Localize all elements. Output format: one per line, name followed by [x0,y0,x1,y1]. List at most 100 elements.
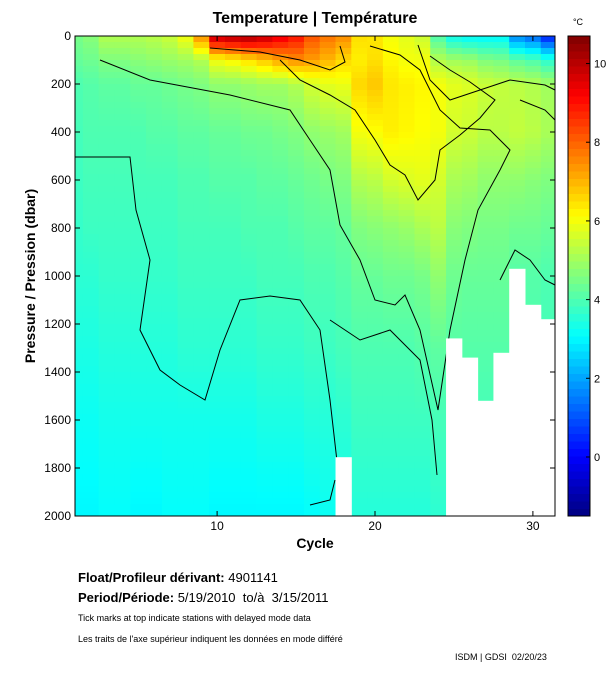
heatmap-cell [367,324,384,331]
heatmap-cell [414,504,431,511]
heatmap-cell [98,456,115,463]
heatmap-cell [335,168,352,175]
heatmap-cell [161,342,179,349]
heatmap-cell [82,462,100,469]
heatmap-cell [82,48,100,55]
heatmap-cell [98,42,115,49]
heatmap-cell [430,66,447,73]
heatmap-cell [240,468,258,475]
heatmap-cell [430,414,447,421]
heatmap-cell [256,108,273,115]
heatmap-cell [98,378,115,385]
heatmap-cell [303,174,321,181]
heatmap-cell [382,48,400,55]
heatmap-cell [209,462,226,469]
heatmap-cell [509,228,526,235]
heatmap-cell [288,324,305,331]
heatmap-cell [225,486,242,493]
heatmap-cell [82,246,100,253]
heatmap-cell [82,300,100,307]
heatmap-cell [493,252,510,259]
heatmap-cell [303,186,321,193]
heatmap-cell [161,378,179,385]
heatmap-cell [177,384,194,391]
heatmap-cell [525,42,542,49]
heatmap-cell [75,486,84,493]
colorbar-swatch [568,133,590,142]
heatmap-cell [225,204,242,211]
heatmap-cell [509,156,526,163]
heatmap-cell [272,108,289,115]
heatmap-cell [288,246,305,253]
heatmap-cell [225,60,242,67]
heatmap-cell [193,432,210,439]
heatmap-cell [303,54,321,61]
heatmap-cell [193,78,210,85]
heatmap-cell [177,210,194,217]
heatmap-cell [114,108,131,115]
heatmap-cell [240,180,258,187]
heatmap-cell [225,108,242,115]
heatmap-cell [272,114,289,121]
heatmap-cell [75,66,84,73]
heatmap-cell [161,300,179,307]
heatmap-cell [256,270,273,277]
heatmap-cell [430,84,447,91]
heatmap-cell [114,336,131,343]
heatmap-cell [98,84,115,91]
heatmap-cell [319,36,337,43]
heatmap-cell [493,348,510,354]
heatmap-cell [335,144,352,151]
heatmap-cell [335,204,352,211]
colorbar-tick-label: 4 [594,295,600,307]
heatmap-cell [177,294,194,301]
heatmap-cell [335,288,352,295]
heatmap-cell [225,330,242,337]
heatmap-cell [82,486,100,493]
heatmap-cell [240,294,258,301]
heatmap-cell [130,96,147,103]
heatmap-cell [256,72,273,79]
heatmap-cell [209,252,226,259]
heatmap-cell [398,468,415,475]
heatmap-cell [398,114,415,121]
heatmap-cell [303,108,321,115]
heatmap-cell [525,246,542,253]
heatmap-cell [367,204,384,211]
heatmap-cell [288,504,305,511]
heatmap-cell [225,246,242,253]
heatmap-cell [161,492,179,499]
heatmap-cell [240,54,258,61]
heatmap-cell [193,198,210,205]
heatmap-cell [193,240,210,247]
heatmap-cell [288,60,305,67]
heatmap-cell [177,336,194,343]
heatmap-cell [256,438,273,445]
heatmap-cell [193,150,210,157]
heatmap-cell [240,276,258,283]
heatmap-cell [319,462,337,469]
heatmap-cell [82,348,100,355]
heatmap-cell [256,168,273,175]
heatmap-cell [430,150,447,157]
heatmap-cell [288,384,305,391]
heatmap-cell [414,48,431,55]
heatmap-cell [461,342,479,349]
heatmap-cell [335,186,352,193]
heatmap-cell [398,90,415,97]
heatmap-cell [209,318,226,325]
heatmap-cell [177,450,194,457]
heatmap-cell [414,162,431,169]
heatmap-cell [398,420,415,427]
heatmap-cell [367,414,384,421]
heatmap-cell [114,354,131,361]
heatmap-cell [382,372,400,379]
heatmap-cell [98,210,115,217]
heatmap-cell [240,108,258,115]
heatmap-cell [303,360,321,367]
heatmap-cell [193,372,210,379]
heatmap-cell [161,498,179,505]
heatmap-cell [477,180,494,187]
heatmap-cell [335,432,352,439]
